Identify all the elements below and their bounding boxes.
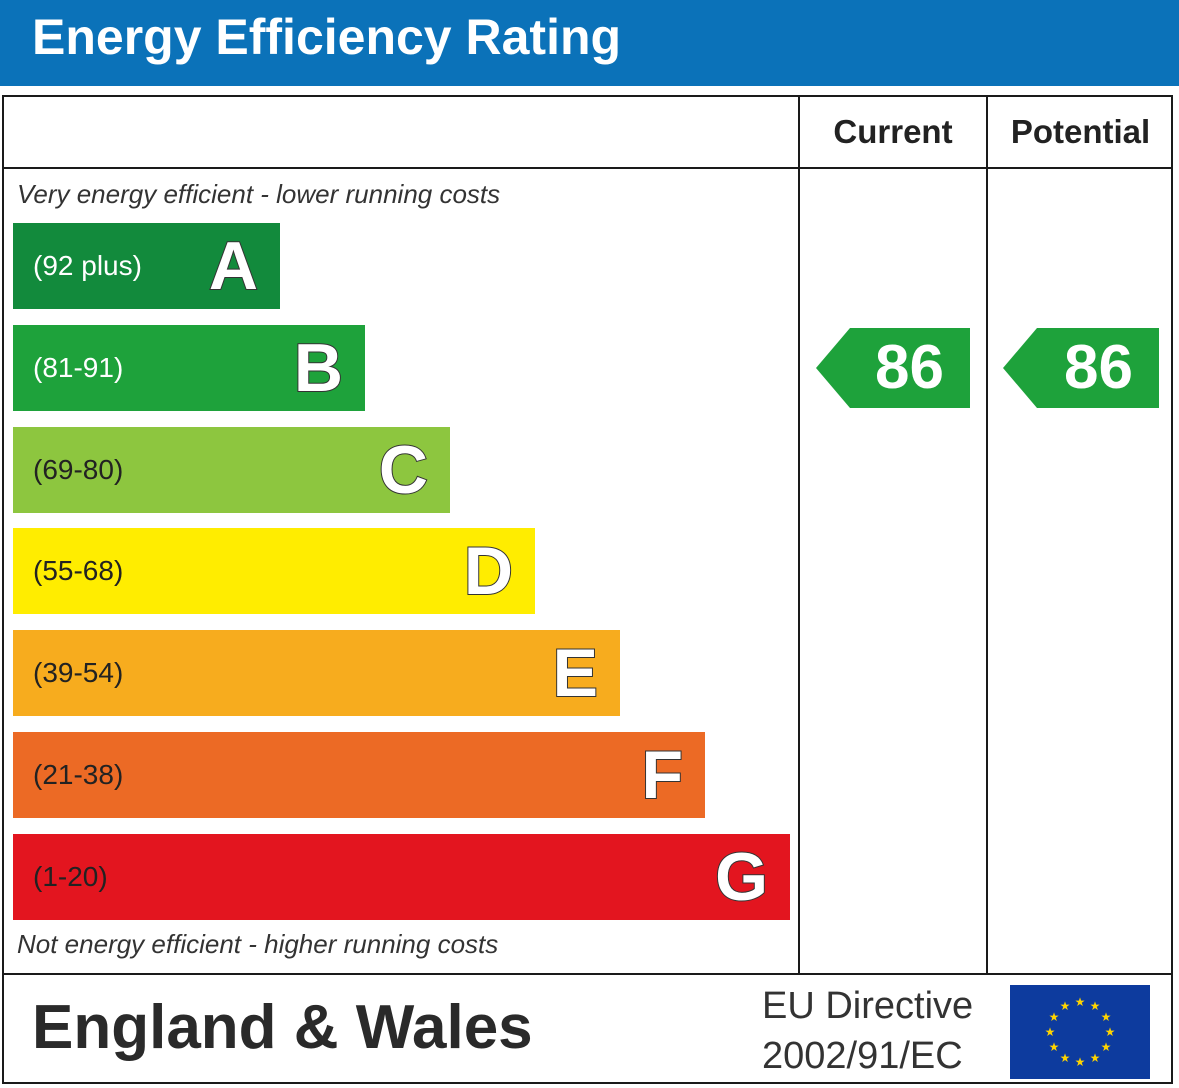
header-bar: Energy Efficiency Rating xyxy=(0,0,1179,86)
eu-star-icon: ★ xyxy=(1090,999,1101,1013)
current-arrow-shape xyxy=(816,328,970,408)
column-header-current: Current xyxy=(833,113,953,150)
band-range-label: (21-38) xyxy=(33,759,124,790)
eu-star-icon: ★ xyxy=(1049,1010,1060,1024)
eu-star-icon: ★ xyxy=(1060,1051,1071,1065)
page-title: Energy Efficiency Rating xyxy=(32,9,622,65)
divider-header-row xyxy=(2,167,1173,169)
band-letter: B xyxy=(293,329,344,407)
band-g: (1-20) G xyxy=(13,834,790,920)
potential-arrow-shape xyxy=(1003,328,1159,408)
potential-rating-arrow: 86 xyxy=(1003,328,1159,408)
current-arrow-fill xyxy=(816,328,970,408)
eu-star-icon: ★ xyxy=(1090,1051,1101,1065)
divider-footer-row xyxy=(2,973,1173,975)
eu-star-icon: ★ xyxy=(1060,999,1071,1013)
eu-stars-icon: ★★★★★★★★★ ★ ★★ xyxy=(1045,995,1116,1069)
band-letter: G xyxy=(714,838,769,916)
eu-star-icon: ★ xyxy=(1045,1025,1056,1039)
band-range-label: (69-80) xyxy=(33,454,124,485)
band-range-label: (39-54) xyxy=(33,657,124,688)
rating-frame xyxy=(2,95,1173,1084)
eu-flag-icon: ★ ★ ★ ★ ★ ★ ★ ★ ★ ★ ★ ★ xyxy=(1010,985,1150,1079)
band-range-label: (81-91) xyxy=(33,352,124,383)
note-bottom: Not energy efficient - higher running co… xyxy=(17,929,499,959)
band-c: (69-80) C xyxy=(13,427,450,513)
band-range-label: (92 plus) xyxy=(33,250,142,281)
eu-star-icon: ★ xyxy=(1105,1025,1116,1039)
eu-star-icon: ★ xyxy=(1101,1010,1112,1024)
band-letter: E xyxy=(552,634,599,712)
current-rating-arrow: 86 xyxy=(816,328,970,408)
band-letter: F xyxy=(640,736,684,814)
note-top: Very energy efficient - lower running co… xyxy=(17,179,501,209)
band-letter: A xyxy=(208,227,259,305)
eu-directive-number: 2002/91/EC xyxy=(762,1035,963,1077)
band-range-label: (1-20) xyxy=(33,861,108,892)
band-f: (21-38) F xyxy=(13,732,705,818)
band-d: (55-68) D xyxy=(13,528,535,614)
band-e: (39-54) E xyxy=(13,630,620,716)
eu-directive-label: EU Directive xyxy=(762,985,974,1027)
current-rating-value: 86 xyxy=(875,333,944,402)
band-letter: D xyxy=(463,532,514,610)
divider-vertical-potential xyxy=(986,95,988,975)
band-a: (92 plus) A xyxy=(13,223,280,309)
eu-star-icon: ★ xyxy=(1075,1055,1086,1069)
potential-arrow-fill xyxy=(1003,328,1159,408)
divider-vertical-current xyxy=(798,95,800,975)
eu-star-icon: ★ xyxy=(1075,995,1086,1009)
eu-star-icon: ★ xyxy=(1049,1040,1060,1054)
eu-star-icon: ★ xyxy=(1101,1040,1112,1054)
band-b: (81-91) B xyxy=(13,325,365,411)
column-header-potential: Potential xyxy=(1010,113,1151,150)
footer-region-label: England & Wales xyxy=(32,993,533,1062)
potential-rating-value: 86 xyxy=(1064,333,1133,402)
band-range-label: (55-68) xyxy=(33,555,124,586)
band-letter: C xyxy=(378,431,429,509)
